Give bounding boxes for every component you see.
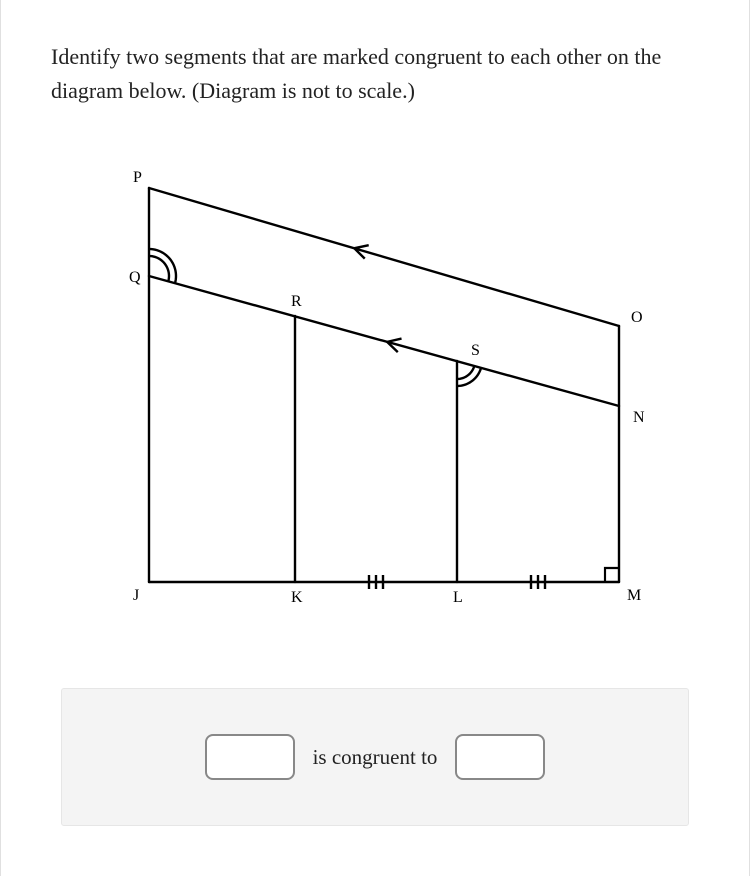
answer-area: is congruent to xyxy=(61,688,689,826)
svg-text:M: M xyxy=(627,587,641,604)
page-card: Identify two segments that are marked co… xyxy=(0,0,750,876)
congruent-phrase: is congruent to xyxy=(313,745,438,770)
svg-text:Q: Q xyxy=(129,269,141,286)
svg-text:S: S xyxy=(471,342,480,359)
svg-text:N: N xyxy=(633,409,645,426)
svg-text:K: K xyxy=(291,589,303,606)
diagram-container: P Q O N J K L M R S xyxy=(51,148,699,648)
svg-text:R: R xyxy=(291,293,302,310)
svg-text:P: P xyxy=(133,169,142,186)
svg-text:J: J xyxy=(133,587,139,604)
svg-text:O: O xyxy=(631,309,643,326)
geometry-diagram: P Q O N J K L M R S xyxy=(95,148,655,648)
segment-input-2[interactable] xyxy=(455,734,545,780)
svg-text:L: L xyxy=(453,589,463,606)
question-text: Identify two segments that are marked co… xyxy=(51,40,699,108)
segment-input-1[interactable] xyxy=(205,734,295,780)
